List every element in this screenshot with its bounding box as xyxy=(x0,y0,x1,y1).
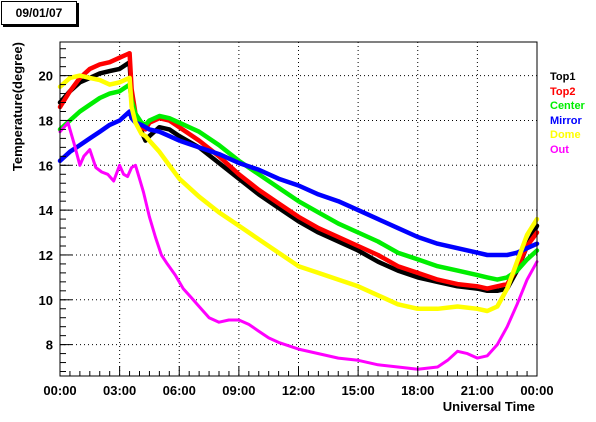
x-axis-label: Universal Time xyxy=(443,399,535,414)
y-tick-label: 14 xyxy=(39,203,54,218)
x-tick-label: 00:00 xyxy=(43,383,76,398)
legend-item-out: Out xyxy=(550,143,569,156)
series-line-top2 xyxy=(57,50,540,291)
y-axis-label: Temperature(degree) xyxy=(10,42,25,171)
y-tick-label: 10 xyxy=(39,293,53,308)
x-tick-label: 03:00 xyxy=(103,383,136,398)
series-line-mirror xyxy=(57,109,540,258)
series-line-dome xyxy=(57,73,540,314)
legend-item-top1: Top1 xyxy=(550,71,576,83)
x-tick-label: 09:00 xyxy=(222,383,255,398)
x-tick-label: 18:00 xyxy=(401,383,434,398)
legend-item-top2: Top2 xyxy=(550,85,576,98)
x-tick-label: 15:00 xyxy=(342,383,375,398)
x-tick-label: 21:00 xyxy=(461,383,494,398)
y-tick-label: 20 xyxy=(39,69,53,84)
legend-item-mirror: Mirror xyxy=(550,114,582,127)
y-tick-label: 18 xyxy=(39,113,53,128)
x-tick-label: 00:00 xyxy=(520,383,553,398)
x-tick-label: 06:00 xyxy=(163,383,196,398)
axes: 00:00 03:00 06:00 09:00 12:00 15:00 18:00 21:00… xyxy=(39,48,554,398)
series-line-out xyxy=(58,121,539,371)
y-tick-label: 8 xyxy=(46,338,53,353)
legend-item-dome: Dome xyxy=(550,129,581,141)
y-tick-label: 12 xyxy=(39,248,53,263)
legend-item-center: Center xyxy=(550,100,585,112)
legend: Top1 Top2 Center Mirror Dome Out xyxy=(550,70,585,157)
y-tick-label: 16 xyxy=(39,158,53,173)
date-label: 09/01/07 xyxy=(1,1,77,25)
series-layer xyxy=(57,50,540,371)
x-tick-label: 12:00 xyxy=(282,383,315,398)
